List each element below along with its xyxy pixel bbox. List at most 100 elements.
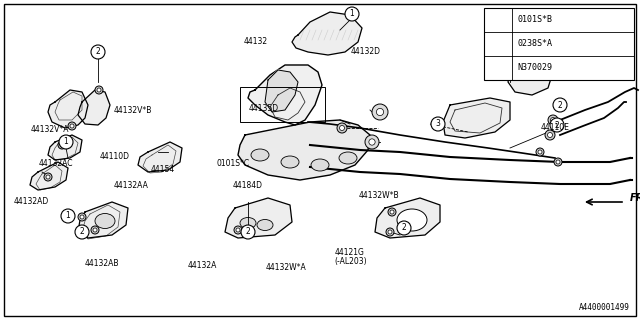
- Text: 44154: 44154: [150, 165, 175, 174]
- Text: 44132W*A: 44132W*A: [266, 263, 307, 272]
- Circle shape: [372, 104, 388, 120]
- Text: 2: 2: [402, 223, 406, 233]
- Text: 44121G: 44121G: [335, 248, 365, 257]
- Text: 44135D: 44135D: [248, 104, 278, 113]
- Circle shape: [236, 228, 240, 232]
- Circle shape: [365, 135, 379, 149]
- Polygon shape: [30, 162, 68, 190]
- Text: 44132AA: 44132AA: [114, 181, 148, 190]
- Text: 0238S*A: 0238S*A: [517, 39, 552, 49]
- Polygon shape: [78, 90, 110, 125]
- Circle shape: [388, 208, 396, 216]
- Text: 3: 3: [495, 65, 499, 71]
- Text: 2: 2: [495, 41, 499, 47]
- Circle shape: [44, 173, 52, 181]
- Circle shape: [545, 130, 555, 140]
- Text: 44132A: 44132A: [188, 261, 217, 270]
- Circle shape: [91, 226, 99, 234]
- Text: 3: 3: [436, 119, 440, 129]
- Circle shape: [550, 118, 564, 132]
- Circle shape: [78, 213, 86, 221]
- Circle shape: [70, 124, 74, 128]
- Text: 44132AD: 44132AD: [14, 197, 49, 206]
- Text: 44132V*A: 44132V*A: [31, 125, 69, 134]
- Text: 0101S*C: 0101S*C: [216, 159, 250, 168]
- Text: 2: 2: [79, 228, 84, 236]
- Circle shape: [46, 175, 50, 179]
- Circle shape: [397, 221, 411, 235]
- Circle shape: [553, 98, 567, 112]
- Polygon shape: [48, 135, 82, 160]
- Ellipse shape: [95, 213, 115, 228]
- Polygon shape: [265, 70, 298, 112]
- Circle shape: [60, 143, 64, 147]
- Circle shape: [68, 122, 76, 130]
- Text: 44132W*B: 44132W*B: [358, 191, 399, 200]
- Text: FRONT: FRONT: [630, 193, 640, 203]
- Text: 1: 1: [63, 138, 68, 147]
- Text: 2: 2: [557, 100, 563, 109]
- Circle shape: [536, 148, 544, 156]
- Text: 44184D: 44184D: [232, 181, 262, 190]
- Text: 1: 1: [349, 10, 355, 19]
- Circle shape: [61, 209, 75, 223]
- Text: 44132AC: 44132AC: [38, 159, 73, 168]
- Polygon shape: [508, 58, 552, 95]
- Circle shape: [95, 86, 103, 94]
- Ellipse shape: [251, 149, 269, 161]
- Circle shape: [388, 230, 392, 234]
- Circle shape: [337, 123, 347, 133]
- Polygon shape: [78, 202, 128, 238]
- Ellipse shape: [397, 209, 427, 231]
- Circle shape: [345, 7, 359, 21]
- Circle shape: [538, 150, 542, 154]
- Text: 44110D: 44110D: [99, 152, 129, 161]
- Text: 44132D: 44132D: [351, 47, 381, 56]
- Text: 44132: 44132: [243, 37, 268, 46]
- Text: A4400001499: A4400001499: [579, 303, 630, 312]
- Circle shape: [390, 210, 394, 214]
- Text: 44110E: 44110E: [541, 124, 570, 132]
- Text: (-AL203): (-AL203): [335, 257, 367, 266]
- Circle shape: [234, 226, 242, 234]
- Circle shape: [548, 115, 558, 125]
- Circle shape: [91, 45, 105, 59]
- Circle shape: [491, 38, 503, 50]
- Polygon shape: [292, 12, 362, 55]
- Text: 2: 2: [246, 228, 250, 236]
- Circle shape: [386, 228, 394, 236]
- Polygon shape: [248, 65, 322, 125]
- Circle shape: [93, 228, 97, 232]
- Circle shape: [491, 14, 503, 26]
- Polygon shape: [238, 120, 370, 180]
- Circle shape: [431, 117, 445, 131]
- Circle shape: [503, 55, 517, 69]
- Text: N370029: N370029: [517, 63, 552, 73]
- Circle shape: [491, 62, 503, 74]
- Circle shape: [241, 225, 255, 239]
- Polygon shape: [375, 198, 440, 238]
- Bar: [240, 87, 325, 122]
- Text: 44132AB: 44132AB: [85, 260, 120, 268]
- Text: 1: 1: [66, 212, 70, 220]
- Circle shape: [547, 132, 552, 138]
- Circle shape: [556, 160, 560, 164]
- Circle shape: [58, 141, 66, 149]
- Text: 2: 2: [95, 47, 100, 57]
- Polygon shape: [225, 198, 292, 238]
- Polygon shape: [48, 90, 88, 128]
- Circle shape: [80, 215, 84, 219]
- Ellipse shape: [281, 156, 299, 168]
- Text: 2: 2: [555, 121, 559, 130]
- Circle shape: [59, 135, 73, 149]
- Text: 44132V*B: 44132V*B: [114, 106, 152, 115]
- Circle shape: [376, 108, 383, 116]
- Circle shape: [339, 125, 344, 131]
- Ellipse shape: [257, 220, 273, 230]
- Polygon shape: [138, 142, 182, 172]
- Circle shape: [97, 88, 101, 92]
- Circle shape: [550, 117, 556, 123]
- Text: 0101S*B: 0101S*B: [517, 15, 552, 25]
- Text: 1: 1: [508, 58, 513, 67]
- Polygon shape: [443, 98, 510, 138]
